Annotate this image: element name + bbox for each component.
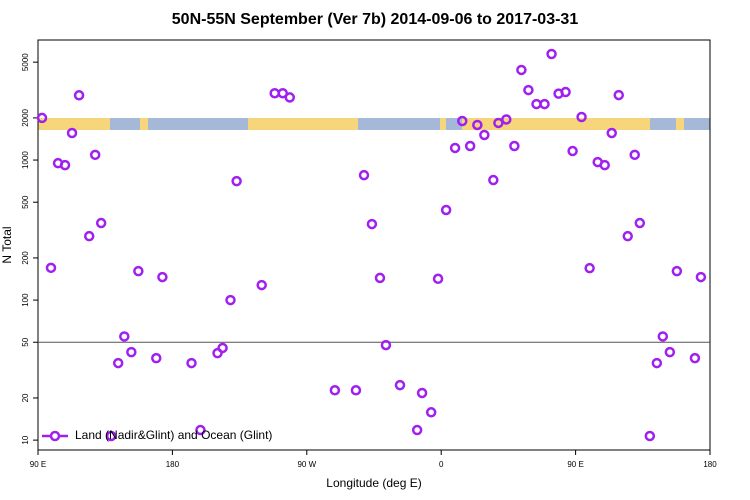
point — [186, 357, 197, 369]
point — [231, 175, 242, 187]
y-tick-label: 100 — [21, 293, 30, 307]
point — [83, 230, 95, 242]
point — [36, 112, 48, 124]
x-tick-label: 0 — [439, 460, 444, 469]
point — [539, 98, 550, 110]
point — [416, 387, 428, 399]
point — [380, 339, 392, 351]
point — [472, 119, 483, 131]
x-tick-label: 90 W — [297, 460, 316, 469]
point — [440, 204, 452, 216]
point — [567, 145, 578, 157]
point — [651, 357, 663, 369]
point — [576, 111, 587, 123]
x-axis-label: Longitude (deg E) — [326, 476, 421, 490]
land-band — [38, 118, 110, 130]
y-tick-label: 1000 — [21, 151, 30, 169]
point — [606, 127, 617, 139]
point — [225, 294, 236, 306]
chart-title: 50N-55N September (Ver 7b) 2014-09-06 to… — [172, 11, 579, 28]
point — [157, 271, 168, 283]
y-tick-label: 20 — [21, 393, 30, 402]
land-band — [440, 118, 446, 130]
x-tick-label: 180 — [703, 460, 717, 469]
x-tick-label: 90 E — [30, 460, 46, 469]
point — [358, 169, 370, 181]
point — [664, 346, 676, 358]
point — [45, 262, 57, 274]
point — [112, 357, 124, 369]
point — [464, 140, 476, 152]
land-ocean-band — [38, 118, 710, 130]
point — [479, 129, 490, 141]
point — [195, 424, 206, 436]
y-tick-label: 2000 — [21, 108, 30, 126]
point — [256, 279, 267, 291]
point — [634, 217, 646, 229]
point — [689, 352, 701, 364]
point — [425, 407, 437, 418]
point — [516, 64, 527, 76]
point — [644, 430, 656, 442]
point — [366, 218, 378, 230]
point — [501, 114, 512, 125]
land-band — [462, 118, 650, 130]
point — [217, 342, 228, 354]
y-tick-label: 5000 — [21, 53, 30, 71]
plot-frame — [37, 39, 711, 451]
point — [95, 217, 107, 229]
legend-label: Land (Nadir&Glint) and Ocean (Glint) — [75, 428, 272, 442]
point — [350, 385, 362, 396]
land-band — [676, 118, 684, 130]
point — [449, 142, 461, 154]
legend-marker — [49, 430, 61, 442]
point — [523, 84, 534, 96]
point — [599, 159, 610, 171]
point — [671, 265, 683, 277]
y-axis-label: N Total — [0, 226, 14, 263]
point — [73, 90, 85, 101]
point — [89, 149, 101, 161]
point — [66, 127, 78, 139]
point — [284, 92, 296, 103]
point — [546, 48, 557, 60]
point — [126, 346, 137, 358]
point — [432, 273, 444, 285]
point — [394, 379, 406, 391]
land-band — [248, 118, 358, 130]
y-tick-label: 200 — [21, 251, 30, 265]
point — [105, 430, 117, 442]
point — [411, 424, 423, 436]
y-tick-label: 50 — [21, 337, 30, 346]
point — [329, 385, 341, 396]
point — [493, 117, 504, 129]
point — [374, 272, 386, 284]
point — [657, 331, 669, 342]
point — [133, 265, 144, 277]
x-tick-label: 180 — [166, 460, 180, 469]
point — [629, 149, 640, 161]
y-tick-label: 500 — [21, 195, 30, 209]
point — [151, 352, 162, 364]
point — [119, 331, 130, 342]
point — [560, 86, 571, 98]
land-band — [140, 118, 148, 130]
point — [509, 140, 520, 152]
point — [457, 115, 468, 127]
y-tick-label: 10 — [21, 435, 30, 444]
point — [584, 262, 595, 274]
x-tick-label: 90 E — [567, 460, 583, 469]
point — [488, 174, 499, 186]
point — [695, 271, 707, 283]
point — [622, 230, 633, 242]
point — [613, 89, 625, 101]
point — [59, 159, 71, 171]
